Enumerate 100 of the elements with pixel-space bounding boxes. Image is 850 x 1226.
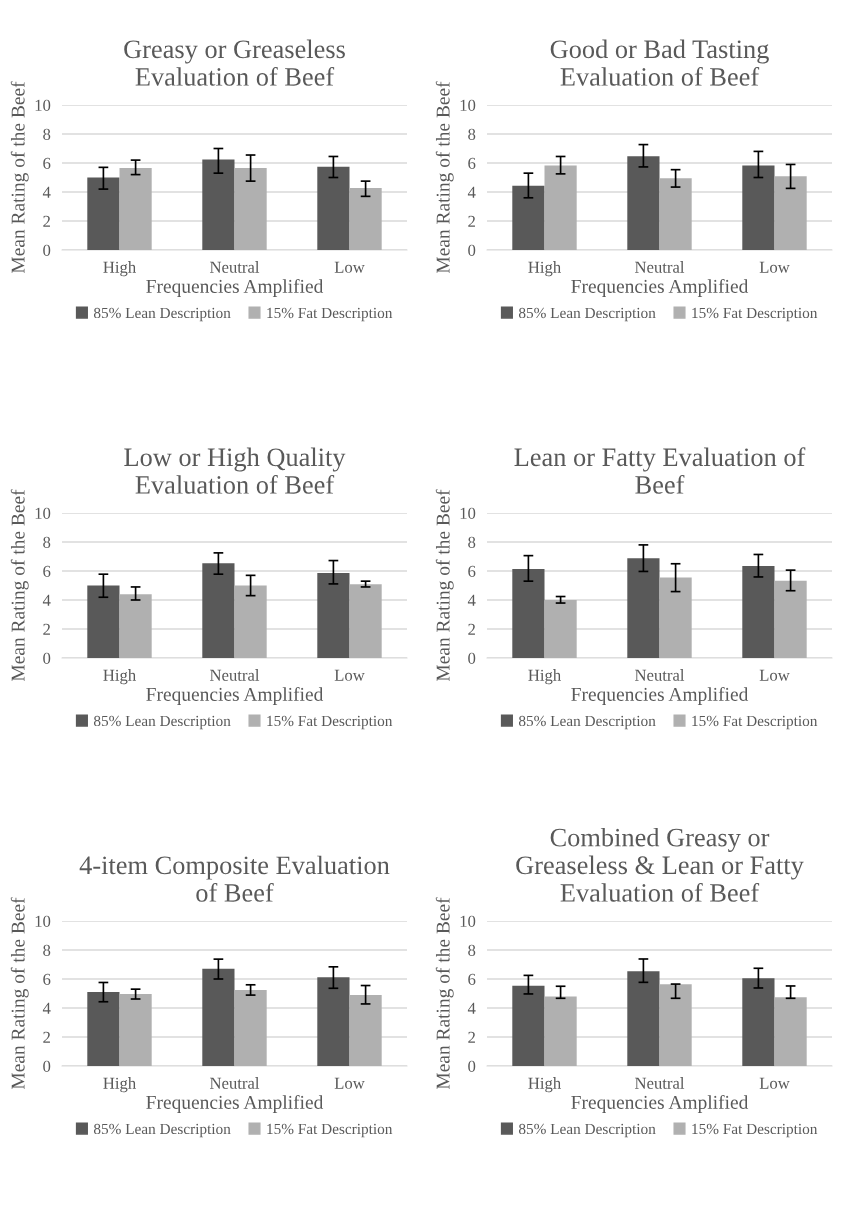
bar: [202, 968, 235, 1066]
bar: [627, 156, 660, 250]
y-tick-label: 6: [43, 157, 51, 169]
y-tick-label: 10: [35, 507, 51, 519]
bar: [87, 992, 120, 1066]
bar: [742, 165, 775, 250]
chart-title: Greasy or Greaseless Evaluation of Beef: [124, 39, 345, 86]
bar: [202, 563, 235, 658]
y-tick-label: 8: [468, 128, 476, 140]
y-tick-label: 2: [468, 215, 475, 227]
y-tick-label: 0: [468, 652, 476, 664]
bar: [544, 600, 577, 658]
bar: [317, 977, 350, 1066]
bar: [627, 558, 660, 658]
x-tick-label: Low: [334, 261, 365, 273]
bar: [349, 584, 382, 658]
x-tick-label: Low: [334, 669, 365, 681]
chart-title: 4-item Composite Evaluation of Beef: [79, 855, 390, 902]
y-tick-label: 10: [35, 915, 51, 927]
bar: [544, 165, 577, 250]
bar: [742, 978, 775, 1066]
y-tick-label: 0: [43, 652, 51, 664]
y-tick-label: 6: [468, 565, 476, 577]
x-axis-title: Frequencies Amplified: [146, 687, 324, 705]
x-axis-title: Frequencies Amplified: [571, 279, 749, 297]
y-tick-label: 4: [467, 186, 476, 198]
bar: [317, 166, 350, 250]
x-tick-label: High: [103, 1077, 136, 1093]
x-tick-label: Neutral: [634, 669, 685, 681]
x-tick-label: High: [528, 261, 561, 277]
bar: [774, 580, 807, 658]
y-tick-label: 6: [43, 973, 51, 985]
y-tick-label: 2: [43, 1031, 50, 1043]
bar: [119, 594, 152, 658]
bar: [119, 168, 152, 250]
x-tick-label: Neutral: [209, 261, 260, 273]
legend-label: 15% Fat Description: [692, 1123, 818, 1138]
y-tick-label: 10: [460, 99, 476, 111]
bar: [774, 176, 807, 250]
chart-title: Combined Greasy or Greaseless & Lean or Fatty Evaluation of Beef: [516, 827, 804, 902]
legend-label: 85% Lean Description: [93, 1123, 231, 1138]
legend-label: 85% Lean Description: [93, 715, 231, 730]
x-tick-label: Neutral: [634, 261, 685, 273]
chart-title: Low or High Quality Evaluation of Beef: [124, 447, 346, 494]
y-tick-label: 0: [468, 244, 476, 256]
y-tick-label: 8: [468, 944, 476, 956]
bar: [317, 572, 350, 658]
y-tick-label: 6: [468, 973, 476, 985]
y-tick-label: 4: [42, 1002, 51, 1014]
x-axis-title: Frequencies Amplified: [146, 279, 324, 297]
y-tick-label: 6: [468, 157, 476, 169]
y-tick-label: 8: [43, 944, 51, 956]
y-tick-label: 2: [468, 623, 475, 635]
bar: [512, 185, 545, 250]
legend-label: 15% Fat Description: [267, 307, 393, 322]
bar: [349, 188, 382, 250]
y-axis-title: Mean Rating of the Beef: [10, 489, 29, 682]
y-tick-label: 4: [42, 594, 51, 606]
bar: [119, 994, 152, 1066]
y-axis-title: Mean Rating of the Beef: [435, 897, 454, 1090]
y-tick-label: 10: [460, 915, 476, 927]
x-tick-label: High: [103, 261, 136, 277]
legend-label: 15% Fat Description: [692, 715, 818, 730]
bar: [659, 577, 692, 658]
y-axis-title: Mean Rating of the Beef: [435, 489, 454, 682]
y-tick-label: 2: [43, 623, 50, 635]
x-tick-label: Low: [334, 1077, 365, 1089]
bar: [202, 159, 235, 250]
legend-label: 85% Lean Description: [518, 715, 656, 730]
y-tick-label: 4: [467, 1002, 476, 1014]
bar: [659, 178, 692, 250]
y-tick-label: 4: [42, 186, 51, 198]
bar: [349, 994, 382, 1066]
y-tick-label: 0: [468, 1060, 476, 1072]
y-axis-title: Mean Rating of the Beef: [10, 81, 29, 274]
x-tick-label: High: [528, 1077, 561, 1093]
x-axis-title: Frequencies Amplified: [571, 1095, 749, 1113]
legend-label: 15% Fat Description: [692, 307, 818, 322]
bar: [512, 985, 545, 1066]
chart-title: Lean or Fatty Evaluation of Beef: [514, 447, 806, 494]
y-axis-title: Mean Rating of the Beef: [435, 81, 454, 274]
bar: [234, 168, 267, 250]
bar: [87, 177, 120, 250]
y-tick-label: 10: [35, 99, 51, 111]
bar: [544, 996, 577, 1066]
x-tick-label: Neutral: [209, 669, 260, 681]
legend-label: 85% Lean Description: [518, 1123, 656, 1138]
bar: [87, 585, 120, 658]
y-tick-label: 6: [43, 565, 51, 577]
x-tick-label: Low: [759, 1077, 790, 1089]
x-axis-title: Frequencies Amplified: [146, 1095, 324, 1113]
bar: [659, 984, 692, 1066]
y-tick-label: 8: [43, 536, 51, 548]
legend-label: 15% Fat Description: [267, 715, 393, 730]
x-axis-title: Frequencies Amplified: [571, 687, 749, 705]
y-tick-label: 4: [467, 594, 476, 606]
x-tick-label: Low: [759, 669, 790, 681]
x-tick-label: Neutral: [634, 1077, 685, 1089]
x-tick-label: Low: [759, 261, 790, 273]
y-tick-label: 0: [43, 244, 51, 256]
